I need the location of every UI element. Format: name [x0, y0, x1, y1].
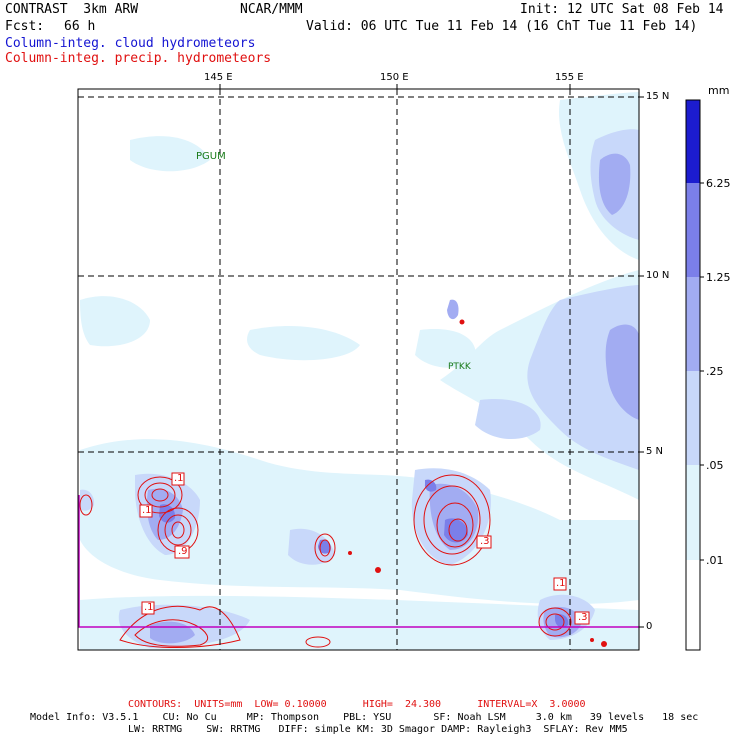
station-pgum: PGUM	[196, 151, 226, 162]
precip-contours	[79, 474, 572, 648]
colorbar-level: .25	[706, 365, 724, 378]
lat-lon-grid	[78, 89, 639, 650]
colorbar-units: mm	[708, 84, 730, 97]
lon-label-145: 145 E	[204, 72, 233, 83]
contour-label: .9	[178, 546, 188, 557]
station-ptkk: PTKK	[448, 362, 471, 372]
precip-cores	[348, 319, 607, 647]
lon-label-150: 150 E	[380, 72, 409, 83]
lat-label-15n: 15 N	[646, 91, 670, 102]
colorbar	[685, 99, 704, 651]
contour-label: .1	[144, 602, 154, 613]
valid-time: Valid: 06 UTC Tue 11 Feb 14 (16 ChT Tue …	[306, 19, 698, 34]
title-center: NCAR/MMM	[240, 2, 303, 17]
axis-ticks	[219, 84, 644, 628]
colorbar-level: 6.25	[706, 177, 731, 190]
lon-label-155: 155 E	[555, 72, 584, 83]
fcst-label: Fcst:	[5, 19, 45, 34]
colorbar-level: .05	[706, 459, 724, 472]
title-left: CONTRAST 3km ARW	[5, 2, 139, 17]
init-time: Init: 12 UTC Sat 08 Feb 14	[520, 2, 724, 17]
colorbar-level: .01	[706, 554, 724, 567]
colorbar-level: 1.25	[706, 271, 731, 284]
model-info-line2: LW: RRTMG SW: RRTMG DIFF: simple KM: 3D …	[128, 724, 628, 735]
field-precip-label: Column-integ. precip. hydrometeors	[5, 51, 272, 66]
contour-label: .1	[556, 578, 566, 589]
lat-label-0: 0	[646, 621, 653, 632]
contour-label: .1	[174, 473, 184, 484]
domain-boundary	[78, 495, 639, 628]
model-info-line1: Model Info: V3.5.1 CU: No Cu MP: Thompso…	[30, 712, 699, 723]
contour-label-boxes	[139, 472, 590, 625]
contours-info: CONTOURS: UNITS=mm LOW= 0.10000 HIGH= 24…	[128, 699, 586, 710]
map-border	[77, 88, 640, 651]
cloud-field	[80, 92, 639, 650]
contour-label: .3	[578, 612, 588, 623]
lat-label-10n: 10 N	[646, 270, 670, 281]
fcst-value: 66 h	[64, 19, 96, 34]
contour-label: .1	[142, 505, 152, 516]
field-cloud-label: Column-integ. cloud hydrometeors	[5, 36, 256, 51]
contour-label: .3	[480, 536, 490, 547]
lat-label-5n: 5 N	[646, 446, 664, 457]
